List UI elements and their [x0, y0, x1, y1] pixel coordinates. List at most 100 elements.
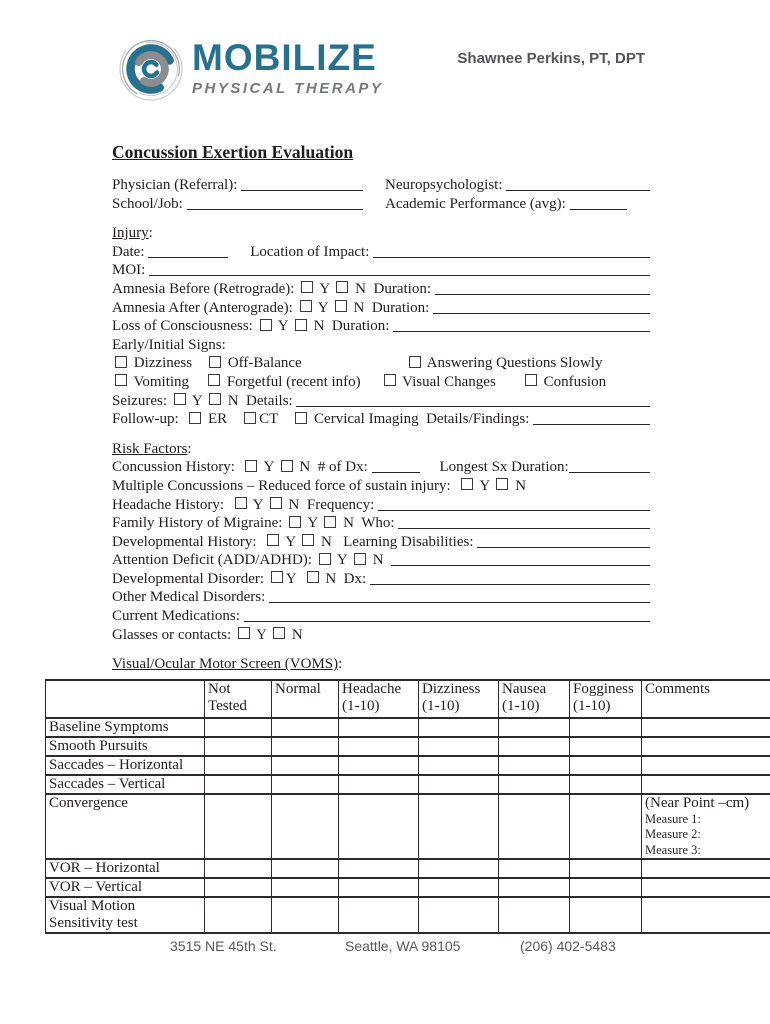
comments-cell[interactable] [641, 735, 770, 757]
table-cell[interactable] [418, 735, 499, 757]
checkbox[interactable] [245, 459, 258, 472]
blank-field[interactable] [148, 255, 229, 258]
checkbox[interactable] [115, 355, 127, 368]
table-cell[interactable] [271, 773, 339, 795]
blank-field[interactable] [243, 619, 650, 623]
checkbox[interactable] [280, 459, 293, 472]
comments-cell[interactable] [641, 858, 770, 880]
table-cell[interactable] [204, 773, 272, 795]
table-cell[interactable] [204, 858, 272, 880]
table-cell[interactable] [498, 896, 570, 935]
checkbox[interactable] [244, 411, 257, 424]
blank-field[interactable] [568, 470, 650, 474]
table-cell[interactable] [418, 896, 499, 935]
table-cell[interactable] [418, 877, 499, 899]
table-cell[interactable] [204, 877, 272, 899]
table-cell[interactable] [338, 773, 419, 795]
checkbox[interactable] [324, 515, 337, 528]
checkbox[interactable] [461, 478, 474, 491]
table-cell[interactable] [418, 858, 499, 880]
table-cell[interactable] [204, 896, 272, 935]
table-cell[interactable] [271, 896, 339, 935]
table-cell[interactable] [204, 754, 272, 776]
checkbox[interactable] [237, 627, 250, 640]
comments-cell[interactable] [641, 877, 770, 899]
blank-field[interactable] [391, 563, 650, 567]
blank-field[interactable] [373, 255, 650, 258]
checkbox[interactable] [318, 552, 331, 565]
table-cell[interactable] [418, 773, 499, 795]
checkbox[interactable] [496, 478, 509, 491]
table-cell[interactable] [498, 877, 570, 899]
checkbox[interactable] [302, 534, 315, 547]
blank-field[interactable] [369, 582, 650, 585]
table-cell[interactable] [338, 754, 419, 776]
checkbox[interactable] [334, 300, 347, 313]
blank-field[interactable] [506, 188, 650, 191]
checkbox[interactable] [259, 318, 272, 331]
table-cell[interactable] [271, 792, 339, 861]
table-cell[interactable] [569, 773, 642, 795]
checkbox[interactable] [301, 281, 314, 294]
blank-field[interactable] [296, 404, 650, 407]
table-cell[interactable] [271, 735, 339, 757]
checkbox[interactable] [267, 534, 280, 547]
table-cell[interactable] [204, 792, 272, 861]
blank-field[interactable] [569, 207, 627, 210]
checkbox[interactable] [173, 393, 186, 406]
checkbox[interactable] [336, 281, 349, 294]
comments-cell[interactable] [641, 773, 770, 795]
blank-field[interactable] [434, 292, 650, 295]
checkbox[interactable] [383, 374, 396, 387]
table-cell[interactable] [569, 896, 642, 935]
table-cell[interactable] [338, 792, 419, 861]
blank-field[interactable] [149, 273, 650, 277]
table-cell[interactable] [418, 754, 499, 776]
checkbox[interactable] [234, 497, 247, 509]
checkbox[interactable] [273, 627, 286, 640]
blank-field[interactable] [433, 311, 650, 314]
checkbox[interactable] [294, 318, 307, 331]
table-cell[interactable] [271, 877, 339, 899]
table-cell[interactable] [569, 877, 642, 899]
comments-cell[interactable] [641, 754, 770, 776]
table-cell[interactable] [418, 792, 499, 861]
comments-cell[interactable] [641, 716, 770, 738]
table-cell[interactable] [569, 754, 642, 776]
checkbox[interactable] [189, 411, 202, 424]
table-cell[interactable] [271, 754, 339, 776]
table-cell[interactable] [204, 716, 272, 738]
blank-field[interactable] [477, 545, 650, 548]
checkbox[interactable] [289, 515, 302, 528]
table-cell[interactable] [498, 858, 570, 880]
checkbox[interactable] [115, 374, 127, 387]
table-cell[interactable] [498, 716, 570, 738]
blank-field[interactable] [533, 422, 650, 426]
table-cell[interactable] [338, 877, 419, 899]
table-cell[interactable] [569, 735, 642, 757]
checkbox[interactable] [353, 552, 366, 565]
checkbox[interactable] [209, 355, 222, 368]
checkbox[interactable] [295, 411, 308, 424]
checkbox[interactable] [299, 300, 312, 313]
table-cell[interactable] [569, 792, 642, 861]
blank-field[interactable] [398, 526, 650, 530]
checkbox[interactable] [524, 374, 537, 387]
checkbox[interactable] [270, 571, 283, 584]
table-cell[interactable] [498, 792, 570, 861]
table-cell[interactable] [569, 858, 642, 880]
table-cell[interactable] [338, 735, 419, 757]
table-cell[interactable] [338, 716, 419, 738]
blank-field[interactable] [371, 470, 420, 474]
table-cell[interactable] [338, 858, 419, 880]
comments-cell[interactable] [641, 896, 770, 935]
table-cell[interactable] [498, 754, 570, 776]
table-cell[interactable] [498, 773, 570, 795]
blank-field[interactable] [241, 188, 363, 191]
table-cell[interactable] [418, 716, 499, 738]
table-cell[interactable] [338, 896, 419, 935]
table-cell[interactable] [271, 716, 339, 738]
table-cell[interactable] [204, 735, 272, 757]
checkbox[interactable] [208, 393, 221, 406]
checkbox[interactable] [208, 374, 221, 387]
